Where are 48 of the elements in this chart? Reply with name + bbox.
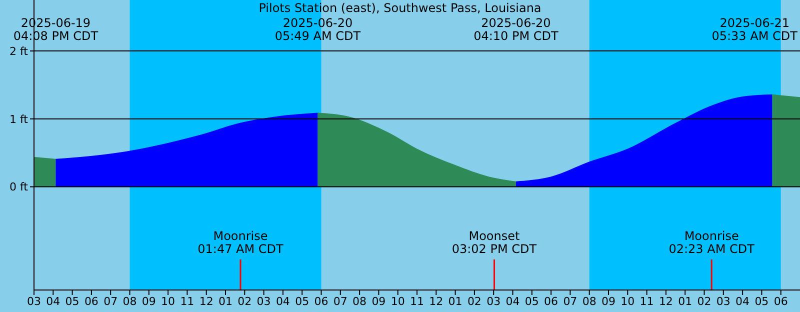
x-tick-label: 08 <box>352 294 367 308</box>
x-tick-label: 10 <box>390 294 405 308</box>
y-tick-label: 1 ft <box>10 112 29 126</box>
x-tick-label: 08 <box>582 294 596 308</box>
x-tick-label: 12 <box>658 294 673 308</box>
x-tick-label: 05 <box>295 294 310 308</box>
x-tick-label: 09 <box>372 294 386 308</box>
x-tick-label: 01 <box>678 294 692 308</box>
x-tick-label: 03 <box>716 294 730 308</box>
x-tick-label: 10 <box>161 294 176 308</box>
x-tick-label: 07 <box>563 294 578 308</box>
x-tick-label: 04 <box>736 294 750 308</box>
x-tick-label: 06 <box>314 294 328 308</box>
x-tick-label: 06 <box>774 294 788 308</box>
ref-line-label: Moonset 03:02 PM CDT <box>452 229 538 256</box>
ref-line-label: Moonrise 02:23 AM CDT <box>668 229 756 256</box>
x-tick-label: 05 <box>754 294 769 308</box>
x-tick-label: 11 <box>640 294 654 308</box>
x-tick-label: 02 <box>697 294 712 308</box>
x-tick-label: 03 <box>27 294 41 308</box>
x-tick-label: 05 <box>524 294 539 308</box>
x-tick-label: 04 <box>276 294 290 308</box>
y-tick-label: 0 ft <box>10 180 29 194</box>
x-tick-label: 10 <box>620 294 635 308</box>
y-tick-label: 2 ft <box>10 44 29 58</box>
x-tick-label: 02 <box>467 294 482 308</box>
x-tick-label: 08 <box>122 294 137 308</box>
x-tick-label: 11 <box>410 294 424 308</box>
x-tick-label: 12 <box>199 294 214 308</box>
x-tick-label: 03 <box>256 294 271 308</box>
ref-line-label: Moonrise 01:47 AM CDT <box>198 229 284 256</box>
x-tick-label: 01 <box>448 294 462 308</box>
annotation: 2025-06-20 04:10 PM CDT <box>474 16 559 43</box>
x-tick-label: 11 <box>180 294 194 308</box>
x-tick-label: 07 <box>104 294 118 308</box>
x-tick-label: 02 <box>238 294 252 308</box>
x-tick-label: 06 <box>544 294 558 308</box>
x-tick-label: 01 <box>218 294 232 308</box>
x-tick-label: 05 <box>65 294 80 308</box>
x-tick-label: 09 <box>602 294 616 308</box>
x-tick-label: 04 <box>506 294 520 308</box>
x-tick-label: 09 <box>142 294 156 308</box>
x-tick-label: 03 <box>486 294 501 308</box>
x-tick-label: 04 <box>46 294 60 308</box>
x-tick-label: 06 <box>84 294 98 308</box>
x-tick-label: 12 <box>429 294 444 308</box>
chart-title: Pilots Station (east), Southwest Pass, Louisiana <box>258 1 542 15</box>
x-tick-label: 07 <box>333 294 348 308</box>
